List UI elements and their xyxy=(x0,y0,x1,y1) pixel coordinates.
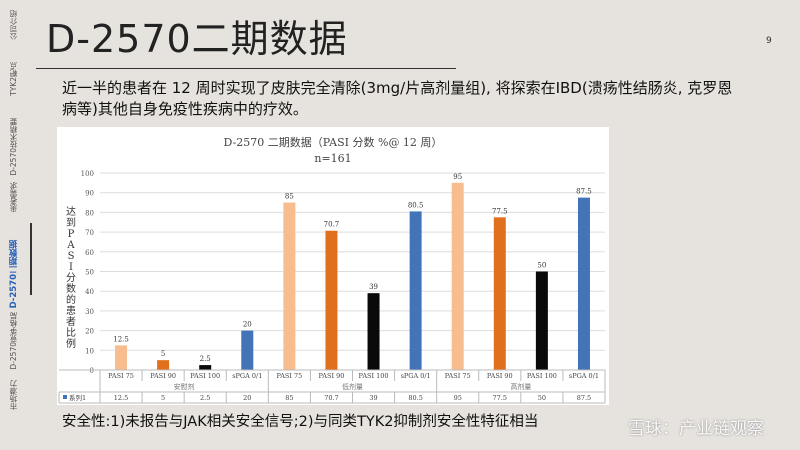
y-axis-label-char: I xyxy=(69,262,73,273)
table-value: 5 xyxy=(161,394,165,402)
data-label: 95 xyxy=(453,173,462,181)
category-label: sPGA 0/1 xyxy=(401,372,431,380)
safety-text: 安全性:1)未报告与JAK相关安全信号;2)与同类TYK2抑制剂安全性特征相当 xyxy=(62,414,539,430)
y-axis-label-char: S xyxy=(68,251,75,262)
legend-label: 系列1 xyxy=(69,393,86,402)
table-value: 50 xyxy=(538,394,546,402)
y-tick-label: 70 xyxy=(85,229,94,237)
y-axis-label-char: 达 xyxy=(66,206,76,218)
sidebar: 公司介绍 TYK2靶点 D-2570技术精要患者需求 D-2570二期数据 D-2570… xyxy=(0,0,34,450)
table-value: 2.5 xyxy=(200,394,210,402)
category-label: PASI 90 xyxy=(487,372,513,380)
group-label: 安慰剂 xyxy=(174,382,195,391)
group-label: 高剂量 xyxy=(510,382,531,391)
data-label: 77.5 xyxy=(492,207,508,215)
y-tick-label: 100 xyxy=(81,170,94,178)
sidebar-item[interactable]: 市场潜力 xyxy=(9,380,18,410)
bar xyxy=(157,360,170,370)
sidebar-item[interactable]: D-2570竞争格局 xyxy=(9,312,18,370)
category-label: PASI 90 xyxy=(319,372,345,380)
y-tick-label: 60 xyxy=(85,249,94,257)
active-indicator xyxy=(30,223,32,295)
category-label: PASI 90 xyxy=(150,372,176,380)
sidebar-item[interactable]: 公司介绍 xyxy=(9,10,18,40)
bar xyxy=(451,182,464,370)
bar xyxy=(367,293,380,370)
data-label: 87.5 xyxy=(576,188,592,196)
category-label: sPGA 0/1 xyxy=(232,372,262,380)
bar xyxy=(535,271,548,370)
y-axis-label-char: 患 xyxy=(66,305,76,317)
bar xyxy=(199,365,212,370)
bar xyxy=(283,202,296,370)
y-axis-label-char: 数 xyxy=(66,282,76,295)
sidebar-item[interactable]: 患者需求 xyxy=(9,182,18,212)
y-tick-label: 10 xyxy=(85,347,94,355)
bar xyxy=(325,230,338,370)
page-title: D-2570二期数据 xyxy=(46,17,348,61)
sidebar-item[interactable]: D-2570二期数据 xyxy=(9,240,19,309)
data-label: 85 xyxy=(285,193,294,201)
sidebar-item[interactable]: TYK2靶点 xyxy=(9,62,18,96)
chart-subtitle: n=161 xyxy=(314,152,351,165)
data-label: 5 xyxy=(161,350,165,358)
category-label: PASI 100 xyxy=(527,372,557,380)
bar xyxy=(409,211,422,370)
y-tick-label: 0 xyxy=(90,367,94,375)
table-value: 39 xyxy=(369,394,377,402)
data-label: 50 xyxy=(537,262,546,270)
bar xyxy=(241,330,254,370)
table-value: 77.5 xyxy=(493,394,507,402)
legend-marker xyxy=(63,395,67,399)
y-axis-label-char: P xyxy=(68,229,75,240)
category-label: PASI 75 xyxy=(108,372,134,380)
page-number: 9 xyxy=(766,36,772,46)
y-axis-label-char: 例 xyxy=(66,337,76,350)
bar xyxy=(115,345,128,370)
y-axis-label-char: 到 xyxy=(66,217,76,229)
category-label: PASI 75 xyxy=(276,372,302,380)
category-label: PASI 100 xyxy=(359,372,389,380)
table-value: 20 xyxy=(243,394,251,402)
data-label: 2.5 xyxy=(200,355,211,363)
y-axis-label-char: 者 xyxy=(66,316,76,328)
group-label: 低剂量 xyxy=(342,382,363,391)
y-tick-label: 40 xyxy=(85,288,94,296)
category-label: PASI 75 xyxy=(445,372,471,380)
data-label: 39 xyxy=(369,283,378,291)
y-axis-label-char: 比 xyxy=(66,327,76,339)
bar xyxy=(493,217,506,370)
table-value: 95 xyxy=(454,394,462,402)
y-axis-label-char: A xyxy=(66,240,75,251)
data-label: 12.5 xyxy=(113,335,129,343)
y-tick-label: 30 xyxy=(85,308,94,316)
data-label: 20 xyxy=(243,321,252,329)
data-label: 70.7 xyxy=(324,221,340,229)
table-value: 80.5 xyxy=(408,394,422,402)
y-axis-label-char: 分 xyxy=(66,272,76,284)
table-value: 87.5 xyxy=(577,394,591,402)
bar-chart: D-2570 二期数据（PASI 分数 %@ 12 周） n=161 达到PAS… xyxy=(58,135,606,404)
y-axis-label-char: 的 xyxy=(66,293,76,306)
table-value: 12.5 xyxy=(114,394,128,402)
y-tick-label: 90 xyxy=(85,190,94,198)
title-divider xyxy=(36,68,456,69)
y-tick-label: 80 xyxy=(85,209,94,217)
watermark: 雪球：产业链观察 xyxy=(628,419,764,439)
table-value: 85 xyxy=(285,394,293,402)
sidebar-item[interactable]: D-2570技术精要 xyxy=(9,118,18,176)
category-label: sPGA 0/1 xyxy=(569,372,599,380)
table-value: 70.7 xyxy=(324,394,338,402)
y-tick-label: 20 xyxy=(85,328,94,336)
lead-text: 近一半的患者在 12 周时实现了皮肤完全清除(3mg/片高剂量组), 将探索在I… xyxy=(62,79,733,118)
data-label: 80.5 xyxy=(408,201,424,209)
category-label: PASI 100 xyxy=(190,372,220,380)
chart-title: D-2570 二期数据（PASI 分数 %@ 12 周） xyxy=(224,135,443,149)
y-tick-label: 50 xyxy=(85,269,94,277)
bar xyxy=(577,197,590,370)
